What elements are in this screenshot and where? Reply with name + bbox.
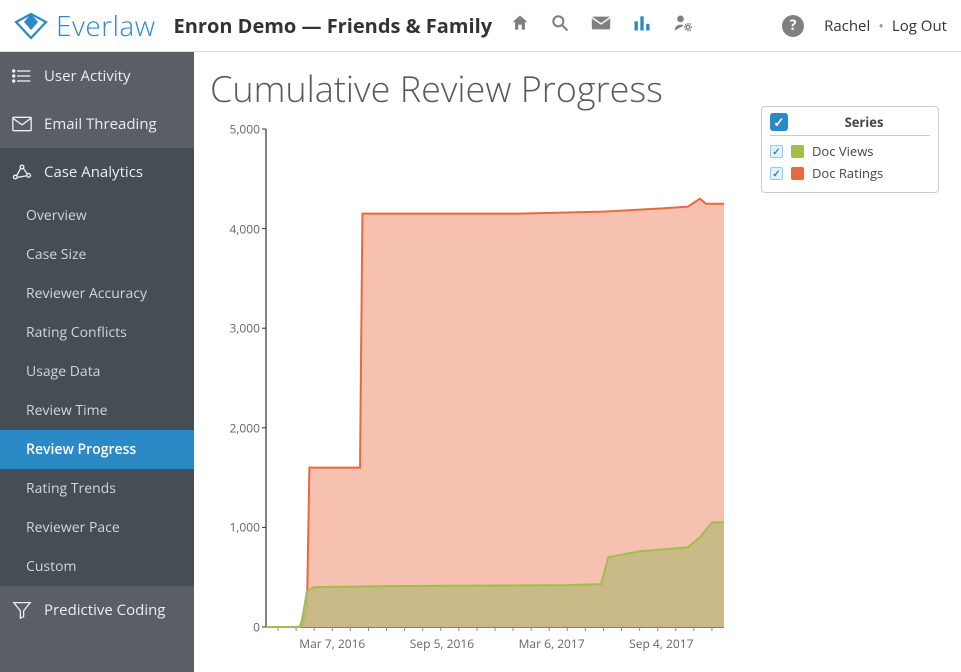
- legend-title: Series: [798, 113, 930, 131]
- network-icon: [12, 163, 32, 181]
- x-axis-label: Sep 4, 2017: [629, 635, 693, 652]
- y-axis-label: 0: [216, 619, 260, 636]
- sidebar-item-email-threading[interactable]: Email Threading: [0, 100, 194, 148]
- checkbox-icon: ✓: [770, 145, 783, 158]
- legend-label: Doc Ratings: [812, 164, 883, 182]
- sidebar-item-case-analytics[interactable]: Case Analytics: [0, 148, 194, 196]
- user-separator: •: [878, 16, 884, 36]
- x-axis-label: Mar 7, 2016: [299, 635, 365, 652]
- logout-link[interactable]: Log Out: [892, 16, 947, 36]
- sidebar-sub-custom[interactable]: Custom: [0, 547, 194, 586]
- home-icon[interactable]: [510, 13, 530, 38]
- legend-header: ✓ Series: [770, 113, 930, 136]
- sidebar-sub-reviewer-pace[interactable]: Reviewer Pace: [0, 508, 194, 547]
- sidebar-item-label: Email Threading: [44, 114, 157, 134]
- legend-item-doc-ratings[interactable]: ✓ Doc Ratings: [770, 162, 930, 184]
- y-axis-label: 5,000: [216, 121, 260, 138]
- funnel-icon: [12, 601, 32, 619]
- search-icon[interactable]: [550, 13, 570, 38]
- checkbox-icon: ✓: [770, 167, 783, 180]
- y-axis-label: 2,000: [216, 419, 260, 436]
- legend-label: Doc Views: [812, 142, 873, 160]
- help-icon[interactable]: ?: [782, 15, 804, 37]
- sidebar-sub-case-size[interactable]: Case Size: [0, 235, 194, 274]
- sidebar-sub-overview[interactable]: Overview: [0, 196, 194, 235]
- project-title: Enron Demo — Friends & Family: [174, 12, 493, 39]
- user-block: Rachel • Log Out: [824, 16, 947, 36]
- brand-logo[interactable]: Everlaw: [14, 7, 156, 45]
- sidebar-sub-rating-conflicts[interactable]: Rating Conflicts: [0, 313, 194, 352]
- sidebar-sub-rating-trends[interactable]: Rating Trends: [0, 469, 194, 508]
- legend-item-doc-views[interactable]: ✓ Doc Views: [770, 140, 930, 162]
- sidebar-sub-reviewer-accuracy[interactable]: Reviewer Accuracy: [0, 274, 194, 313]
- app-header: Everlaw Enron Demo — Friends & Family ? …: [0, 0, 961, 52]
- sidebar-item-user-activity[interactable]: User Activity: [0, 52, 194, 100]
- main-content: Cumulative Review Progress 01,0002,0003,…: [194, 52, 961, 672]
- envelope-icon: [12, 116, 32, 132]
- legend-swatch: [791, 145, 804, 158]
- logo-icon: [14, 12, 48, 40]
- chart-container: 0 1,000 2,000 3,000 4,000 5,000 Mar 7, 2016 Se…: [210, 119, 951, 664]
- sidebar-sub-usage-data[interactable]: Usage Data: [0, 352, 194, 391]
- user-settings-icon[interactable]: [672, 13, 694, 38]
- sidebar-item-label: Case Analytics: [44, 162, 143, 182]
- user-name-link[interactable]: Rachel: [824, 16, 870, 36]
- brand-name: Everlaw: [56, 7, 156, 45]
- area-chart: [210, 119, 950, 659]
- mail-icon[interactable]: [590, 13, 612, 38]
- sidebar-sub-review-progress[interactable]: Review Progress: [0, 430, 194, 469]
- legend-toggle-all[interactable]: ✓: [770, 113, 788, 131]
- header-nav-icons: [510, 13, 694, 38]
- sidebar-sub-review-time[interactable]: Review Time: [0, 391, 194, 430]
- legend-swatch: [791, 167, 804, 180]
- sidebar: User Activity Email Threading Case Analy…: [0, 52, 194, 672]
- sidebar-item-label: User Activity: [44, 66, 130, 86]
- list-icon: [12, 67, 32, 85]
- x-axis-label: Sep 5, 2016: [410, 635, 474, 652]
- y-axis-label: 1,000: [216, 519, 260, 536]
- y-axis-label: 4,000: [216, 220, 260, 237]
- analytics-icon[interactable]: [632, 13, 652, 38]
- sidebar-item-label: Predictive Coding: [44, 600, 165, 620]
- y-axis-label: 3,000: [216, 320, 260, 337]
- legend-box: ✓ Series ✓ Doc Views ✓ Doc Ratings: [761, 106, 939, 193]
- sidebar-item-predictive-coding[interactable]: Predictive Coding: [0, 586, 194, 634]
- x-axis-label: Mar 6, 2017: [519, 635, 585, 652]
